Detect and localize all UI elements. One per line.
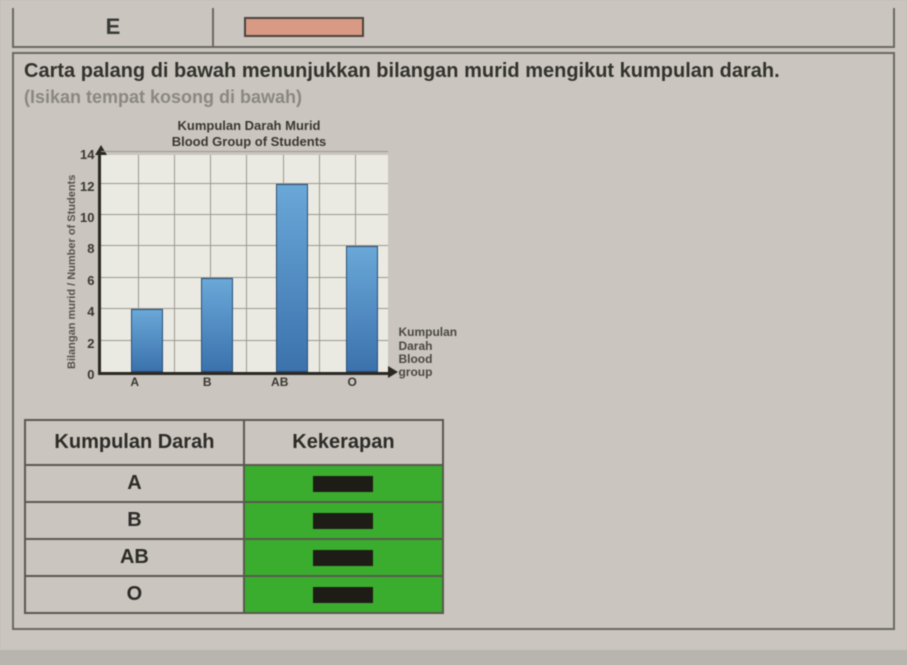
answer-blank[interactable]	[244, 465, 443, 502]
x-axis-label-line1: Kumpulan Darah	[398, 326, 457, 352]
chart-title: Kumpulan Darah Murid Blood Group of Stud…	[104, 118, 394, 149]
x-tick: O	[316, 375, 389, 389]
table-header-row: Kumpulan Darah Kekerapan	[25, 420, 443, 465]
question-container: Carta palang di bawah menunjukkan bilang…	[12, 52, 895, 630]
answer-blank[interactable]	[244, 502, 443, 539]
gridline-v	[246, 155, 247, 372]
chart-title-line2: Blood Group of Students	[104, 134, 394, 150]
table-row: B	[25, 502, 443, 539]
bar-A	[131, 309, 163, 372]
gridline-v	[319, 155, 320, 372]
chart-area: Bilangan murid / Number of Students 1412…	[64, 155, 484, 389]
answer-placeholder-icon	[313, 587, 373, 603]
x-axis-label-line2: Blood group	[398, 353, 457, 379]
answer-placeholder-icon	[313, 550, 373, 566]
table-row: O	[25, 576, 443, 613]
answer-blank[interactable]	[244, 576, 443, 613]
row-label: A	[25, 465, 244, 502]
gridline-h	[101, 277, 388, 278]
answer-placeholder-icon	[313, 513, 373, 529]
gridline-h	[101, 151, 388, 152]
table-row: A	[25, 465, 443, 502]
x-axis-label: Kumpulan Darah Blood group	[398, 326, 457, 379]
x-tick: AB	[243, 375, 316, 389]
frequency-table: Kumpulan Darah Kekerapan ABABO	[24, 419, 444, 614]
bar-chart: Kumpulan Darah Murid Blood Group of Stud…	[64, 118, 484, 389]
previous-table-fragment: E	[12, 8, 895, 48]
x-tick: A	[98, 375, 171, 389]
x-axis-ticks: ABABO	[98, 375, 388, 389]
color-swatch	[244, 17, 364, 37]
question-instruction: (Isikan tempat kosong di bawah)	[24, 87, 883, 108]
row-label: O	[25, 576, 244, 613]
x-tick: B	[171, 375, 244, 389]
y-axis-ticks: 14121086420	[80, 155, 98, 375]
fragment-swatch-cell	[214, 8, 394, 46]
y-axis-arrow-icon	[95, 145, 107, 155]
gridline-h	[101, 245, 388, 246]
plot-area	[98, 155, 388, 375]
bar-B	[201, 278, 233, 372]
header-kekerapan: Kekerapan	[244, 420, 443, 465]
answer-blank[interactable]	[244, 539, 443, 576]
question-text: Carta palang di bawah menunjukkan bilang…	[24, 60, 883, 83]
header-kumpulan: Kumpulan Darah	[25, 420, 244, 465]
chart-title-line1: Kumpulan Darah Murid	[104, 118, 394, 134]
bar-O	[346, 246, 378, 372]
row-label: B	[25, 502, 244, 539]
table-row: AB	[25, 539, 443, 576]
worksheet-page: E Carta palang di bawah menunjukkan bila…	[0, 0, 907, 650]
answer-placeholder-icon	[313, 476, 373, 492]
gridline-v	[174, 155, 175, 372]
gridline-h	[101, 214, 388, 215]
y-axis-label: Bilangan murid / Number of Students	[64, 155, 80, 389]
row-label: AB	[25, 539, 244, 576]
gridline-h	[101, 183, 388, 184]
bar-AB	[276, 184, 308, 373]
fragment-label: E	[14, 8, 214, 46]
x-axis-arrow-icon	[388, 366, 398, 378]
